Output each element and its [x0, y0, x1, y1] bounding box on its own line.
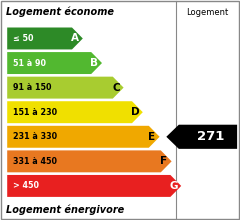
Text: ≤ 50: ≤ 50: [13, 34, 34, 43]
Text: Logement: Logement: [186, 8, 229, 16]
Text: C: C: [112, 83, 120, 93]
Text: 51 à 90: 51 à 90: [13, 59, 46, 68]
Polygon shape: [7, 175, 181, 197]
Text: 331 à 450: 331 à 450: [13, 157, 57, 166]
Polygon shape: [7, 28, 83, 50]
Text: G: G: [169, 181, 178, 191]
Text: 231 à 330: 231 à 330: [13, 132, 57, 141]
Text: F: F: [161, 156, 168, 166]
Text: B: B: [90, 58, 98, 68]
Text: 271: 271: [197, 130, 224, 143]
Polygon shape: [7, 126, 160, 148]
Polygon shape: [7, 77, 124, 99]
Text: Logement énergivore: Logement énergivore: [6, 204, 124, 215]
Text: 151 à 230: 151 à 230: [13, 108, 57, 117]
Text: E: E: [149, 132, 156, 142]
Polygon shape: [166, 125, 237, 149]
Text: D: D: [131, 107, 139, 117]
Text: 91 à 150: 91 à 150: [13, 83, 52, 92]
Text: Logement économe: Logement économe: [6, 7, 114, 17]
Text: > 450: > 450: [13, 182, 39, 191]
Polygon shape: [7, 52, 102, 74]
Text: A: A: [71, 33, 79, 44]
Polygon shape: [7, 150, 172, 172]
Polygon shape: [7, 101, 143, 123]
